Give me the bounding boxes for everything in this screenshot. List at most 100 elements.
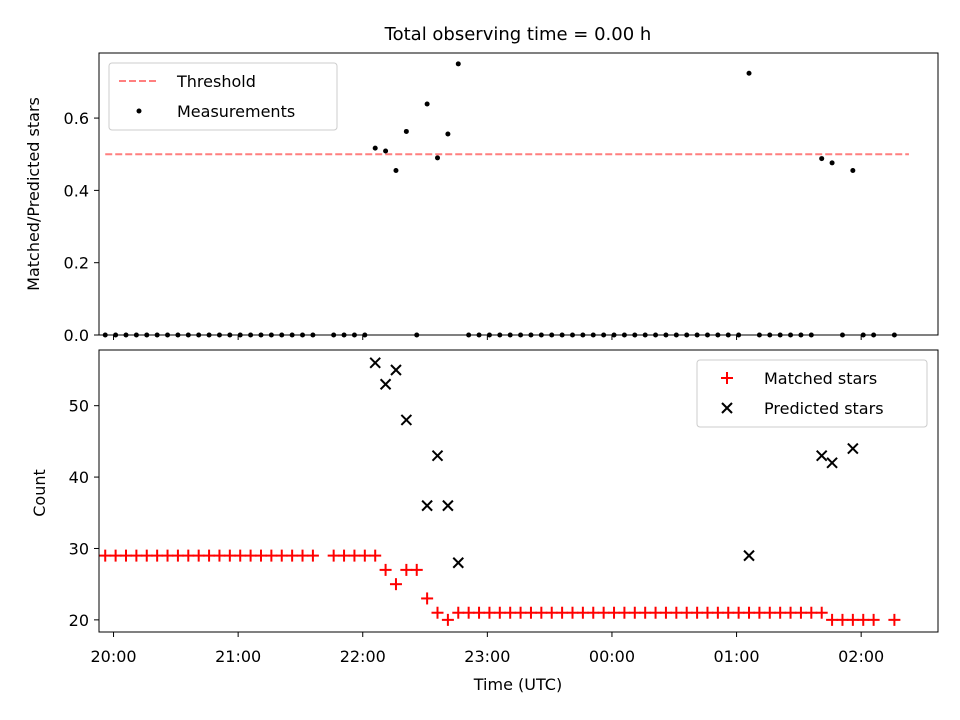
matched-star-point — [473, 606, 486, 619]
legend-matched-swatch — [721, 372, 733, 384]
measurement-point — [819, 156, 825, 162]
measurement-point — [403, 128, 409, 134]
measurement-point — [372, 145, 378, 151]
matched-star-point — [99, 549, 112, 562]
predicted-star-point — [452, 557, 464, 569]
matched-star-point — [234, 549, 247, 562]
matched-star-point — [608, 606, 621, 619]
legend-predicted-label: Predicted stars — [764, 399, 884, 418]
top-y-tick-label: 0.2 — [64, 254, 89, 273]
matched-star-point — [483, 606, 496, 619]
predicted-star-point — [815, 449, 828, 462]
matched-star-point — [203, 549, 216, 562]
matched-star-point — [545, 606, 558, 619]
matched-star-point — [846, 613, 859, 626]
matched-star-point — [514, 606, 527, 619]
bottom-series-layer — [99, 357, 901, 626]
matched-star-point — [504, 606, 517, 619]
measurement-point — [455, 61, 461, 67]
bottom-y-tick-label: 20 — [69, 611, 89, 630]
matched-star-point — [597, 606, 610, 619]
matched-star-point — [462, 606, 475, 619]
x-tick-label: 20:00 — [90, 647, 136, 666]
matched-star-point — [826, 613, 839, 626]
top-y-axis-ticks: 0.0 0.2 0.4 0.6 — [64, 109, 99, 345]
legend-measurements-label: Measurements — [177, 102, 295, 121]
matched-star-point — [130, 549, 143, 562]
bottom-x-axis-ticks: 20:00 21:00 22:00 23:00 00:00 01:00 02:00 — [90, 632, 884, 666]
measurement-point — [424, 101, 430, 107]
bottom-y-axis-label: Count — [30, 469, 49, 517]
matched-star-point — [109, 549, 122, 562]
matched-star-point — [265, 549, 278, 562]
matched-star-point — [576, 606, 589, 619]
measurement-point — [850, 168, 856, 173]
matched-star-point — [805, 606, 818, 619]
predicted-star-point — [369, 357, 381, 369]
matched-star-point — [213, 549, 226, 562]
measurement-point — [435, 155, 441, 161]
chart-title: Total observing time = 0.00 h — [384, 24, 652, 45]
matched-star-point — [119, 549, 132, 562]
legend-predicted-swatch — [721, 402, 733, 414]
x-axis-label: Time (UTC) — [473, 675, 562, 694]
matched-star-point — [743, 606, 756, 619]
matched-star-point — [431, 606, 444, 619]
top-x-axis-ticks — [113, 335, 862, 340]
measurement-point — [445, 131, 451, 137]
matched-star-point — [327, 549, 340, 562]
predicted-star-point — [826, 457, 838, 469]
matched-star-point — [182, 549, 195, 562]
predicted-star-point — [390, 364, 402, 376]
matched-star-point — [254, 549, 267, 562]
matched-star-point — [379, 563, 392, 576]
matched-star-point — [151, 549, 164, 562]
matched-star-point — [244, 549, 257, 562]
top-axes-frame — [98, 52, 939, 336]
matched-star-point — [566, 606, 579, 619]
matched-star-point — [774, 606, 787, 619]
matched-star-point — [369, 549, 382, 562]
predicted-star-point — [847, 442, 859, 455]
predicted-star-point — [421, 499, 433, 512]
x-tick-label: 00:00 — [589, 647, 635, 666]
bottom-legend: Matched stars Predicted stars — [696, 359, 928, 428]
predicted-star-point — [442, 499, 454, 512]
matched-star-point — [493, 606, 506, 619]
bottom-y-tick-label: 50 — [69, 397, 89, 416]
matched-star-point — [556, 606, 569, 619]
matched-star-point — [441, 613, 454, 626]
matched-star-point — [618, 606, 631, 619]
matched-star-point — [753, 606, 766, 619]
matched-star-point — [867, 613, 880, 626]
bottom-axes-frame — [98, 349, 939, 633]
top-y-axis-label: Matched/Predicted stars — [24, 97, 43, 291]
matched-star-point — [639, 606, 652, 619]
matched-star-point — [649, 606, 662, 619]
predicted-star-point — [431, 449, 444, 462]
measurement-point — [393, 168, 399, 173]
measurement-point — [746, 70, 752, 76]
matched-star-point — [389, 578, 402, 591]
matched-star-point — [628, 606, 641, 619]
matched-star-point — [161, 549, 174, 562]
matched-star-point — [680, 606, 693, 619]
matched-star-point — [711, 606, 724, 619]
matched-star-point — [348, 549, 361, 562]
matched-star-point — [410, 563, 423, 576]
bottom-y-tick-label: 40 — [69, 468, 89, 487]
matched-star-point — [286, 549, 299, 562]
top-y-tick-label: 0.4 — [64, 181, 89, 200]
matched-star-point — [722, 606, 735, 619]
matched-star-point — [306, 549, 319, 562]
matched-star-point — [691, 606, 704, 619]
measurement-point — [829, 160, 835, 166]
top-panel: 0.0 0.2 0.4 0.6 Matched/Predicted stars Thr… — [24, 52, 939, 345]
matched-star-point — [338, 549, 351, 562]
top-y-tick-label: 0.6 — [64, 109, 89, 128]
x-tick-label: 02:00 — [838, 647, 884, 666]
matched-star-point — [732, 606, 745, 619]
predicted-star-point — [743, 549, 755, 562]
measurement-point — [383, 148, 389, 154]
